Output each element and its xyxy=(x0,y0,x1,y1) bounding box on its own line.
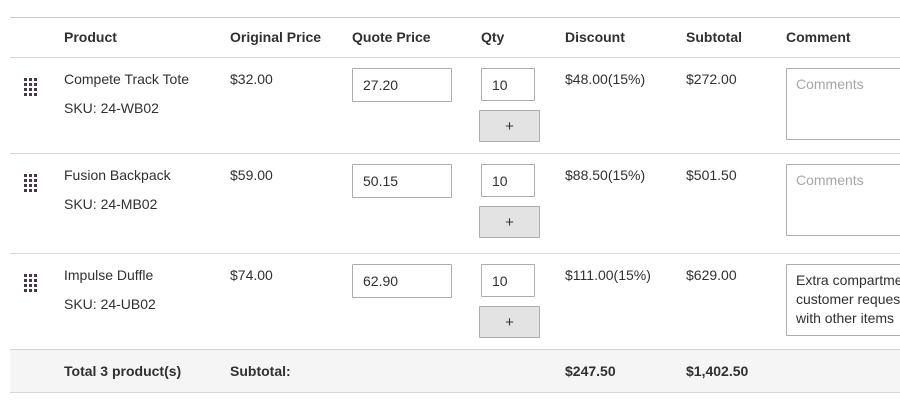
product-sku: SKU: 24-UB02 xyxy=(64,296,156,312)
qty-input[interactable] xyxy=(481,68,535,101)
totals-row: Total 3 product(s) Subtotal: $247.50 $1,… xyxy=(10,349,900,393)
column-header-quote-price: Quote Price xyxy=(352,17,481,58)
drag-handle-icon[interactable] xyxy=(24,174,37,192)
qty-input[interactable] xyxy=(481,164,535,197)
subtotal-value: $501.50 xyxy=(686,167,737,183)
qty-input[interactable] xyxy=(481,264,535,297)
subtotal-label: Subtotal: xyxy=(230,363,291,379)
discount-value: $88.50(15%) xyxy=(565,167,646,183)
product-name: Fusion Backpack xyxy=(64,167,171,183)
quote-price-input[interactable] xyxy=(352,264,452,298)
product-name: Impulse Duffle xyxy=(64,267,154,283)
comment-textarea[interactable]: Extra compartment customer requested wit… xyxy=(786,264,900,336)
subtotal-total: $1,402.50 xyxy=(686,363,749,379)
table-header-row: Product Original Price Quote Price Qty D… xyxy=(10,17,900,58)
comment-textarea[interactable] xyxy=(786,164,900,236)
total-products-label: Total 3 product(s) xyxy=(64,363,182,379)
quote-items-table: Product Original Price Quote Price Qty D… xyxy=(10,17,900,393)
qty-increase-button[interactable]: + xyxy=(479,306,540,338)
qty-increase-button[interactable]: + xyxy=(479,110,540,142)
table-row: Impulse Duffle SKU: 24-UB02 $74.00 + $11… xyxy=(10,253,900,350)
table-row: Compete Track Tote SKU: 24-WB02 $32.00 +… xyxy=(10,57,900,154)
product-sku: SKU: 24-WB02 xyxy=(64,100,159,116)
product-sku: SKU: 24-MB02 xyxy=(64,196,158,212)
subtotal-value: $629.00 xyxy=(686,267,737,283)
discount-total: $247.50 xyxy=(565,363,616,379)
comment-textarea[interactable] xyxy=(786,68,900,140)
column-header-discount: Discount xyxy=(565,17,686,58)
discount-value: $48.00(15%) xyxy=(565,71,646,87)
original-price: $74.00 xyxy=(230,267,273,283)
column-header-subtotal: Subtotal xyxy=(686,17,786,58)
product-name: Compete Track Tote xyxy=(64,71,190,87)
table-row: Fusion Backpack SKU: 24-MB02 $59.00 + $8… xyxy=(10,153,900,254)
subtotal-value: $272.00 xyxy=(686,71,737,87)
drag-handle-icon[interactable] xyxy=(24,274,37,292)
original-price: $59.00 xyxy=(230,167,273,183)
column-header-product: Product xyxy=(64,17,230,58)
discount-value: $111.00(15%) xyxy=(565,267,651,283)
drag-column-header xyxy=(10,17,64,58)
column-header-qty: Qty xyxy=(481,17,565,58)
quote-price-input[interactable] xyxy=(352,68,452,102)
column-header-comment: Comment xyxy=(786,17,900,58)
column-header-original-price: Original Price xyxy=(230,17,352,58)
qty-increase-button[interactable]: + xyxy=(479,206,540,238)
drag-handle-icon[interactable] xyxy=(24,78,37,96)
quote-price-input[interactable] xyxy=(352,164,452,198)
original-price: $32.00 xyxy=(230,71,273,87)
